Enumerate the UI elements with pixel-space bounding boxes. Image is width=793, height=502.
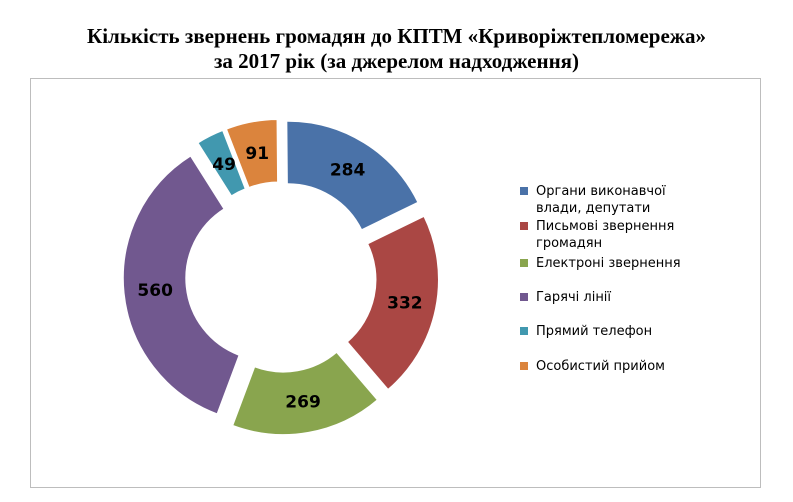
legend-label-4: Гарячі лінії [536,289,611,306]
chart-title: Кількість звернень громадян до КПТМ «Кри… [0,24,793,74]
data-label-1: 284 [330,160,366,180]
legend-swatch-3 [520,259,528,267]
legend-swatch-4 [520,293,528,301]
legend-swatch-5 [520,327,528,335]
legend-label-3-line-1: Електроні звернення [536,256,681,271]
data-label-6: 91 [245,144,269,164]
chart-title-line-2: за 2017 рік (за джерелом надходження) [213,49,580,73]
legend-label-6-line-1: Особистий прийом [536,359,665,374]
data-label-2: 332 [387,294,423,314]
legend-label-5-line-1: Прямий телефон [536,324,653,339]
slice-3 [231,351,379,436]
slice-2 [346,215,440,391]
legend-label-3: Електроні звернення [536,255,681,272]
data-label-5: 49 [212,155,236,175]
slice-6 [225,118,279,189]
legend-label-6: Особистий прийом [536,358,665,375]
legend-label-4-line-1: Гарячі лінії [536,290,612,305]
legend-label-1-line-2: влади, депутати [536,201,651,216]
legend-label-1-line-1: Органи виконавчої [536,184,666,199]
data-label-4: 560 [137,281,173,301]
slice-1 [285,120,420,232]
legend-label-2: Письмові звернення громадян [536,218,674,252]
data-label-3: 269 [285,393,321,413]
slice-5 [196,129,247,198]
legend-swatch-1 [520,187,528,195]
legend-label-5: Прямий телефон [536,323,652,340]
legend-label-1: Органи виконавчої влади, депутати [536,183,666,217]
legend-label-2-line-2: громадян [536,236,603,251]
chart-title-line-1: Кількість звернень громадян до КПТМ «Кри… [87,24,706,48]
legend-swatch-2 [520,222,528,230]
slice-4 [122,154,241,416]
legend-label-2-line-1: Письмові звернення [536,219,675,234]
legend-swatch-6 [520,362,528,370]
